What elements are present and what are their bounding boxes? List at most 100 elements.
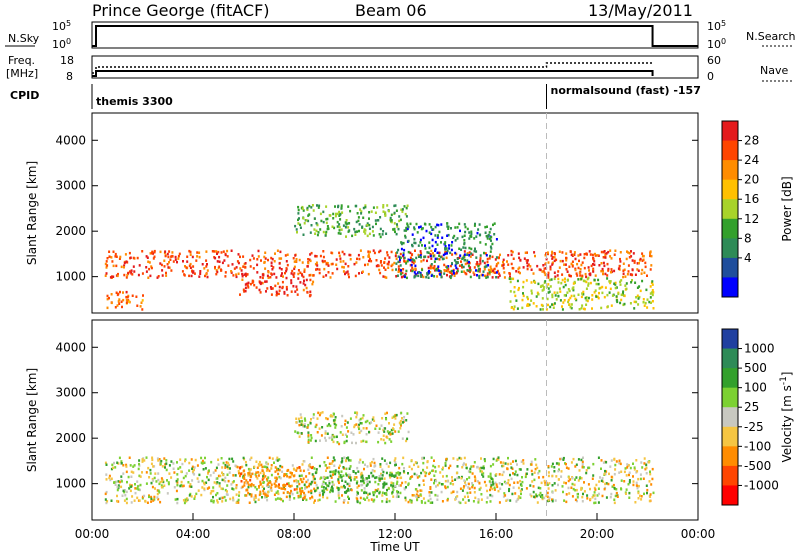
data-cell [393, 485, 396, 488]
data-cell [406, 204, 409, 207]
data-cell [254, 473, 257, 476]
data-cell [597, 278, 600, 282]
data-cell [334, 418, 337, 422]
data-cell [395, 413, 398, 417]
data-cell [190, 485, 193, 488]
data-cell [241, 275, 244, 278]
data-cell [402, 268, 405, 271]
data-cell [423, 483, 425, 486]
data-cell [314, 254, 317, 258]
data-cell [611, 485, 614, 488]
data-cell [262, 489, 265, 493]
data-cell [606, 305, 609, 308]
data-cell [600, 459, 603, 462]
data-cell [210, 499, 213, 502]
data-cell [404, 498, 407, 502]
data-cell [216, 481, 219, 484]
data-cell [221, 261, 224, 265]
data-cell [460, 457, 463, 460]
data-cell [242, 265, 245, 268]
data-cell [292, 275, 295, 278]
data-cell [355, 476, 358, 479]
data-cell [433, 459, 435, 462]
data-cell [307, 440, 310, 444]
data-cell [470, 232, 473, 236]
data-cell [489, 227, 492, 231]
data-cell [626, 466, 629, 469]
data-cell [243, 458, 246, 461]
data-cell [128, 300, 131, 303]
data-cell [168, 472, 171, 475]
data-cell [519, 479, 522, 483]
data-cell [480, 457, 482, 460]
data-cell [436, 236, 439, 239]
data-cell [391, 473, 393, 476]
data-cell [518, 266, 521, 269]
data-cell [351, 441, 353, 445]
data-cell [115, 480, 118, 484]
data-cell [498, 272, 501, 275]
data-cell [419, 271, 422, 275]
data-cell [421, 227, 424, 230]
data-cell [630, 281, 633, 284]
data-cell [123, 499, 126, 502]
data-cell [374, 219, 377, 222]
data-cell [414, 267, 417, 270]
data-cell [605, 470, 608, 473]
data-cell [510, 466, 513, 469]
data-cell [114, 466, 117, 469]
data-cell [331, 480, 334, 484]
data-cell [464, 271, 467, 275]
data-cell [463, 456, 466, 460]
data-cell [414, 264, 417, 268]
data-cell [223, 259, 226, 262]
data-cell [377, 431, 380, 434]
data-cell [583, 253, 586, 256]
data-cell [645, 472, 648, 475]
data-cell [627, 264, 630, 267]
data-cell [243, 481, 246, 484]
data-cell [245, 488, 248, 492]
data-cell [293, 474, 296, 477]
data-cell [357, 491, 359, 495]
data-cell [411, 260, 414, 264]
data-cell [582, 456, 584, 459]
data-cell [573, 253, 576, 256]
data-cell [482, 467, 485, 470]
data-cell [390, 250, 393, 254]
data-cell [305, 475, 308, 478]
data-cell [246, 481, 249, 484]
data-cell [415, 493, 418, 496]
data-cell [497, 456, 500, 459]
data-cell [267, 481, 270, 485]
data-cell [278, 468, 281, 472]
data-cell [420, 501, 423, 504]
data-cell [349, 209, 352, 213]
data-cell [581, 274, 584, 278]
data-cell [353, 262, 356, 266]
data-cell [389, 433, 392, 436]
data-cell [366, 480, 369, 483]
x-tick-label: 12:00 [378, 527, 413, 541]
data-cell [359, 417, 362, 421]
data-cell [364, 420, 367, 424]
data-cell [651, 283, 654, 286]
data-cell [518, 256, 521, 260]
data-cell [204, 274, 206, 278]
data-cell [332, 473, 334, 476]
data-cell [586, 497, 589, 500]
data-cell [422, 236, 425, 240]
data-cell [619, 462, 622, 466]
data-cell [626, 273, 629, 276]
data-cell [222, 250, 225, 253]
data-cell [488, 257, 491, 260]
data-cell [403, 259, 406, 263]
data-cell [651, 289, 654, 292]
data-cell [398, 260, 401, 263]
data-cell [629, 302, 632, 305]
data-cell [331, 490, 334, 493]
data-cell [495, 459, 498, 462]
data-cell [394, 417, 397, 420]
